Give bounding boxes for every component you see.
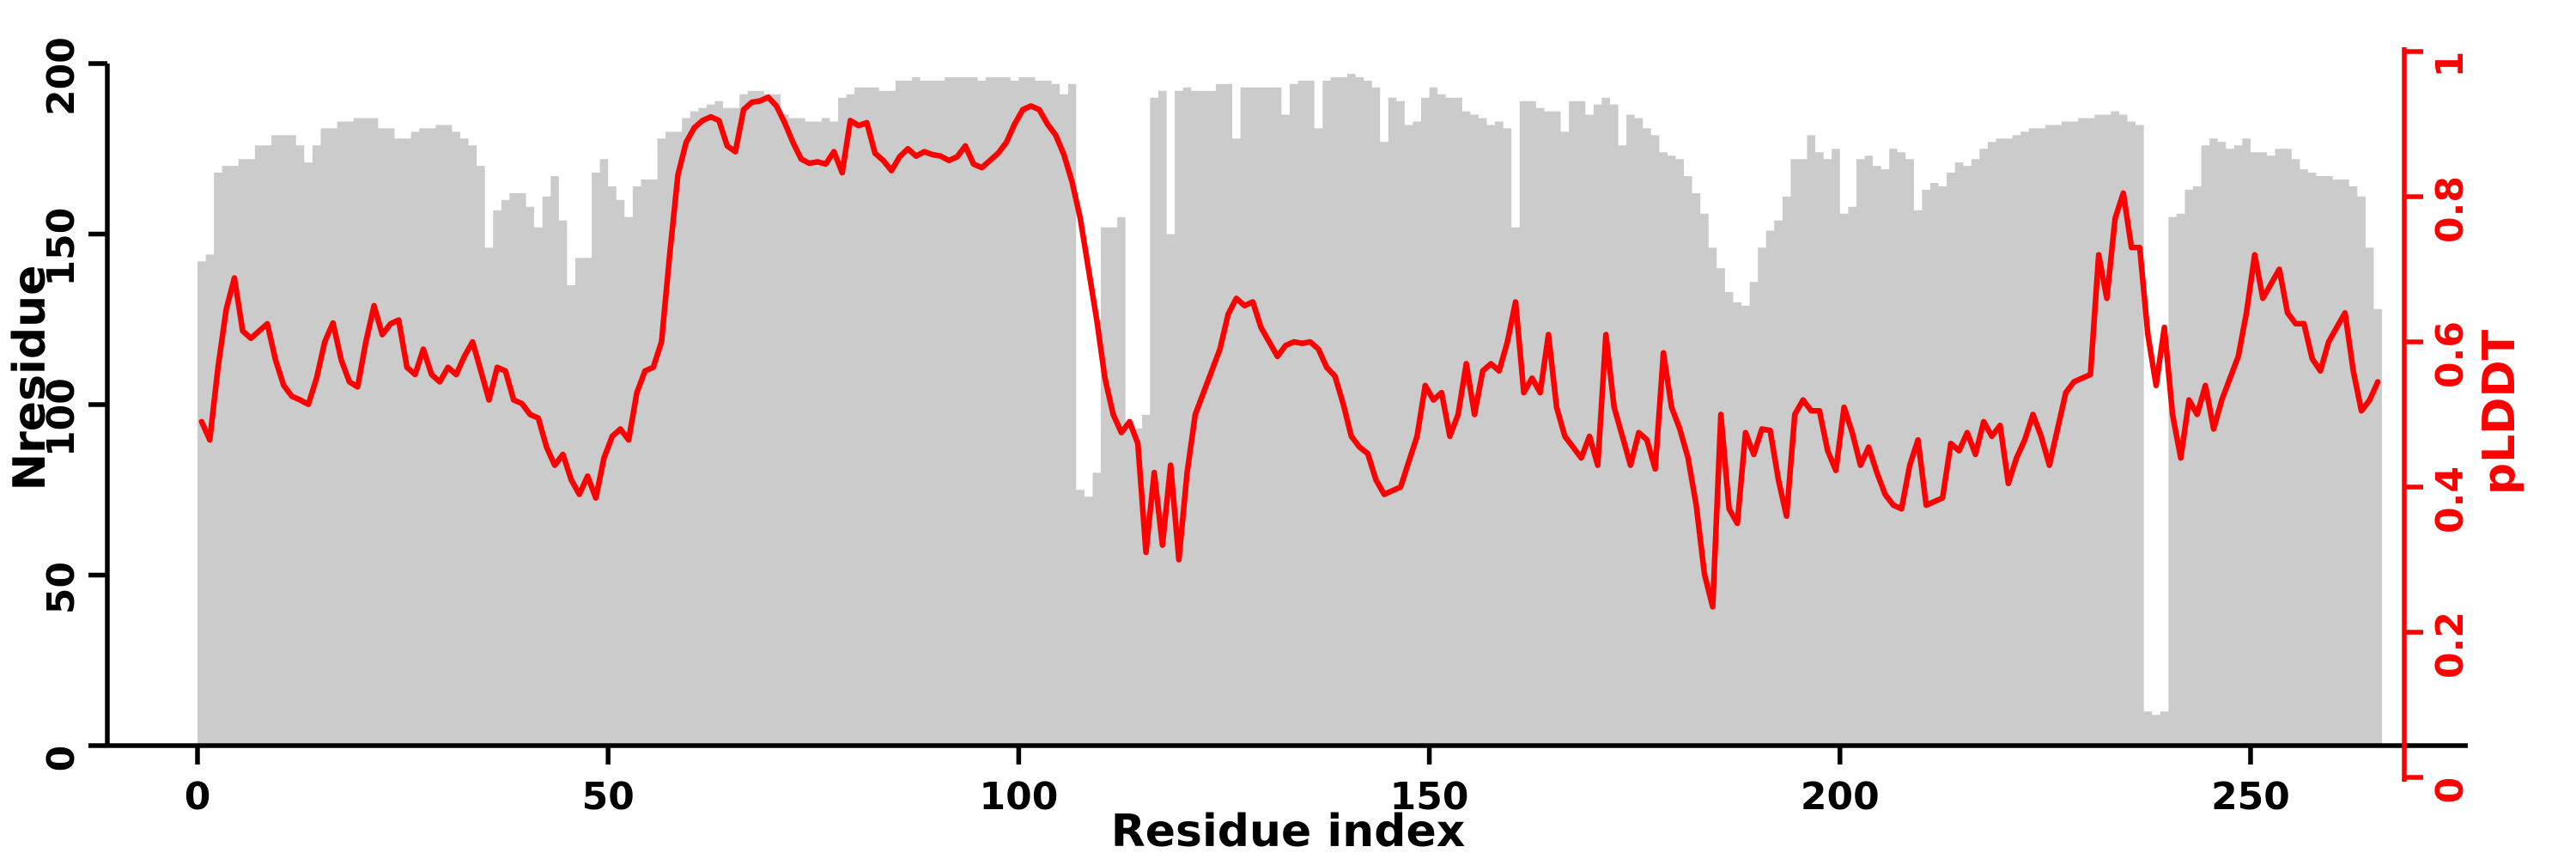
x-axis-tick-label: 200	[1801, 775, 1880, 819]
left-axis-tick-label: 50	[39, 562, 83, 614]
plddt-line	[198, 94, 2381, 610]
x-axis-tick-label: 250	[2211, 775, 2290, 819]
x-axis: 0 50 100 150 200 250	[107, 743, 2468, 819]
x-axis-tick-label: 0	[185, 775, 211, 819]
x-axis-tick-label: 100	[979, 775, 1058, 819]
right-axis-tick-label: 1	[2428, 52, 2472, 78]
left-y-axis-title: Nresidue	[4, 265, 56, 491]
right-y-axis: 0 0.2 0.4 0.6 0.8 1	[2402, 47, 2472, 804]
right-axis-tick-label: 0.6	[2428, 321, 2472, 388]
left-y-axis: 0 50 100 150 200	[39, 37, 110, 772]
left-axis-tick-label: 200	[39, 37, 83, 116]
right-axis-tick-label: 0	[2428, 777, 2472, 804]
left-axis-tick-label: 150	[39, 208, 83, 287]
right-axis-tick-label: 0.2	[2428, 612, 2472, 679]
x-axis-tick-label: 50	[582, 775, 635, 819]
nresidue-bars	[197, 73, 2382, 746]
x-axis-title: Residue index	[1111, 806, 1466, 857]
right-axis-tick-label: 0.4	[2428, 466, 2472, 533]
right-y-axis-title: pLDDT	[2474, 329, 2525, 495]
x-axis-tick-label: 150	[1390, 775, 1469, 819]
left-axis-tick-label: 100	[39, 378, 83, 457]
right-axis-tick-label: 0.8	[2428, 176, 2472, 243]
nresidue-bar-silhouette	[197, 73, 2382, 746]
left-axis-tick-label: 0	[39, 746, 83, 772]
